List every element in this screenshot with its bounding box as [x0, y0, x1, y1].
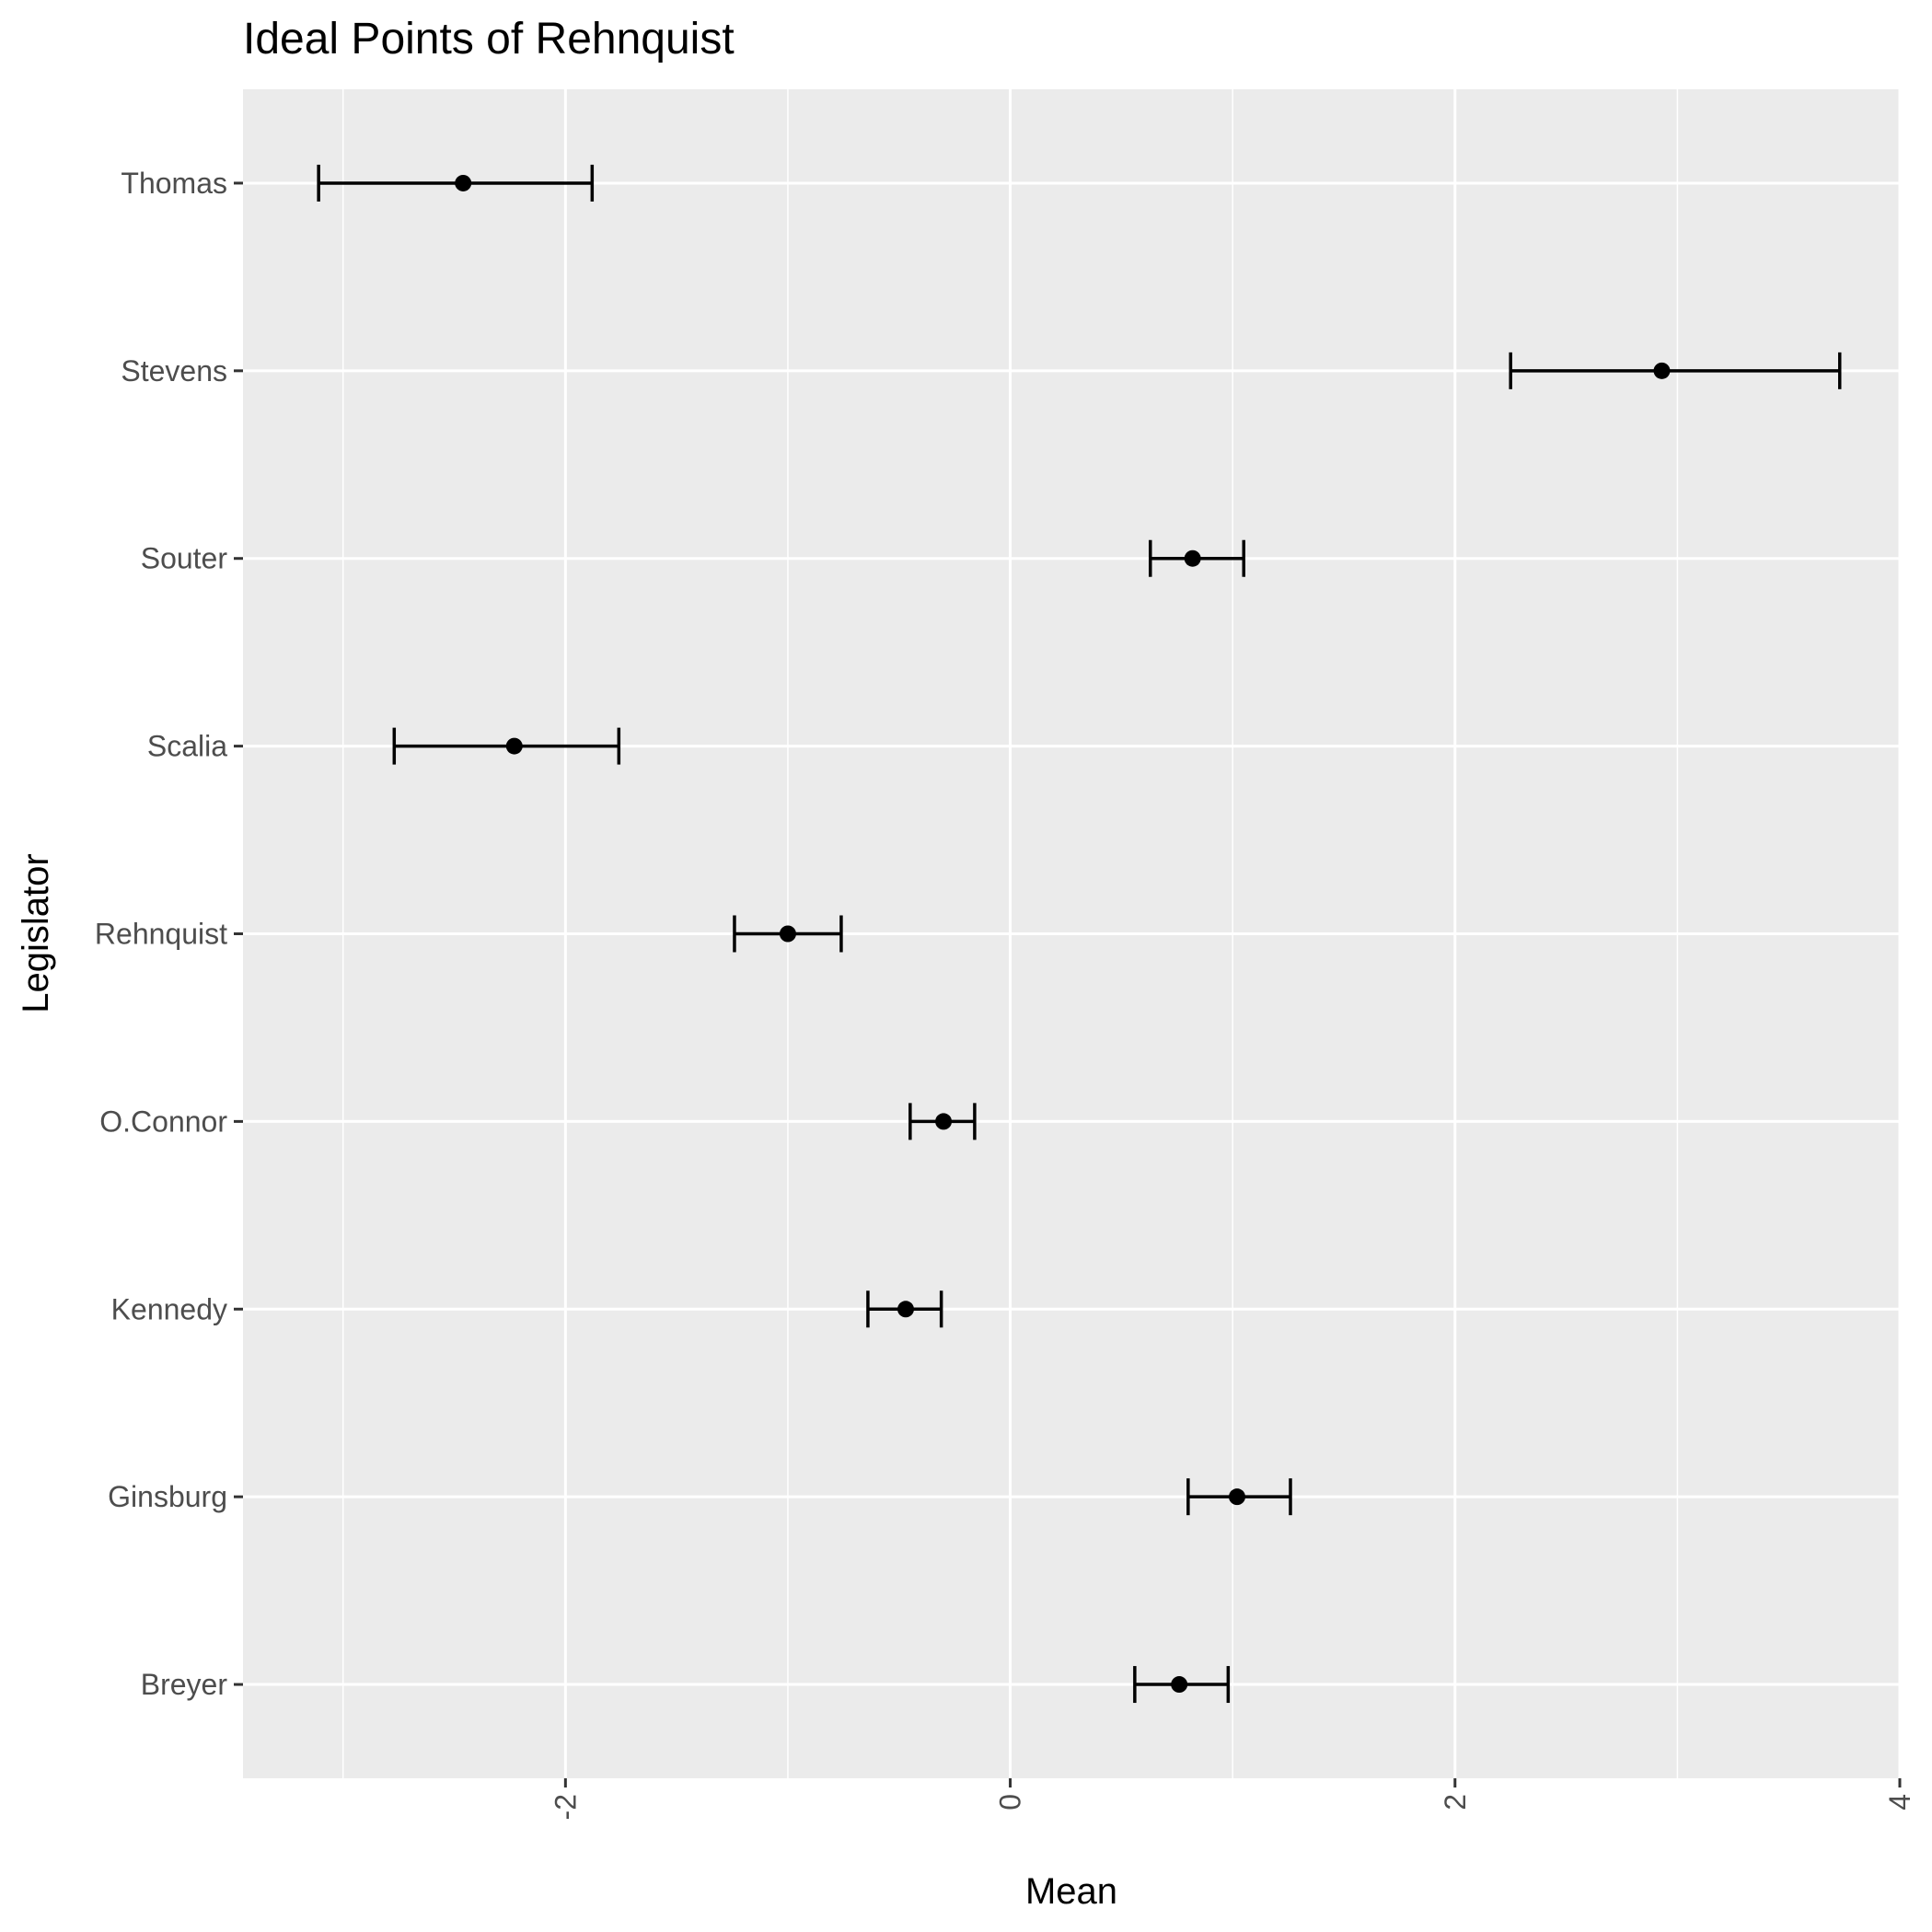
errorbar-thomas — [317, 164, 595, 202]
mean-point — [935, 1113, 953, 1130]
y-tick-label: Scalia — [147, 730, 227, 763]
mean-point — [779, 925, 796, 943]
y-tick-label: Stevens — [121, 354, 227, 388]
x-axis-title: Mean — [1025, 1871, 1117, 1912]
errorbar-breyer — [1133, 1666, 1231, 1704]
y-tick-label: Breyer — [141, 1668, 228, 1701]
error-bars — [317, 164, 1842, 1704]
errorbar-scalia — [392, 727, 621, 765]
mean-point — [1171, 1676, 1188, 1694]
y-tick-label: Kennedy — [111, 1292, 227, 1325]
x-tick-label: 0 — [994, 1794, 1027, 1811]
y-tick-label: O.Connor — [99, 1105, 227, 1138]
y-axis: Breyer Ginsburg Kennedy O.Connor Rehnquist Sc… — [95, 167, 243, 1701]
chart-title: Ideal Points of Rehnquist — [243, 15, 735, 64]
mean-point — [1229, 1488, 1245, 1506]
x-tick-label: -2 — [549, 1794, 582, 1820]
errorbar-o-connor — [908, 1103, 977, 1140]
y-tick-label: Thomas — [121, 167, 227, 200]
x-tick-label: 4 — [1883, 1794, 1916, 1811]
errorbar-stevens — [1509, 352, 1842, 389]
mean-point — [1653, 362, 1671, 379]
errorbar-rehnquist — [733, 915, 843, 953]
errorbar-ginsburg — [1186, 1478, 1292, 1516]
x-tick-label: 2 — [1439, 1794, 1472, 1811]
mean-point — [897, 1301, 914, 1318]
errorbar-kennedy — [866, 1290, 943, 1328]
y-tick-label: Ginsburg — [108, 1480, 227, 1513]
mean-point — [455, 174, 472, 191]
y-tick-label: Souter — [141, 542, 228, 575]
x-axis: -2 0 2 4 — [549, 1778, 1916, 1820]
errorbar-souter — [1149, 539, 1245, 577]
mean-point — [1184, 550, 1201, 567]
y-tick-label: Rehnquist — [95, 918, 227, 951]
mean-point — [505, 737, 523, 755]
y-axis-title: Legislator — [16, 853, 56, 1012]
